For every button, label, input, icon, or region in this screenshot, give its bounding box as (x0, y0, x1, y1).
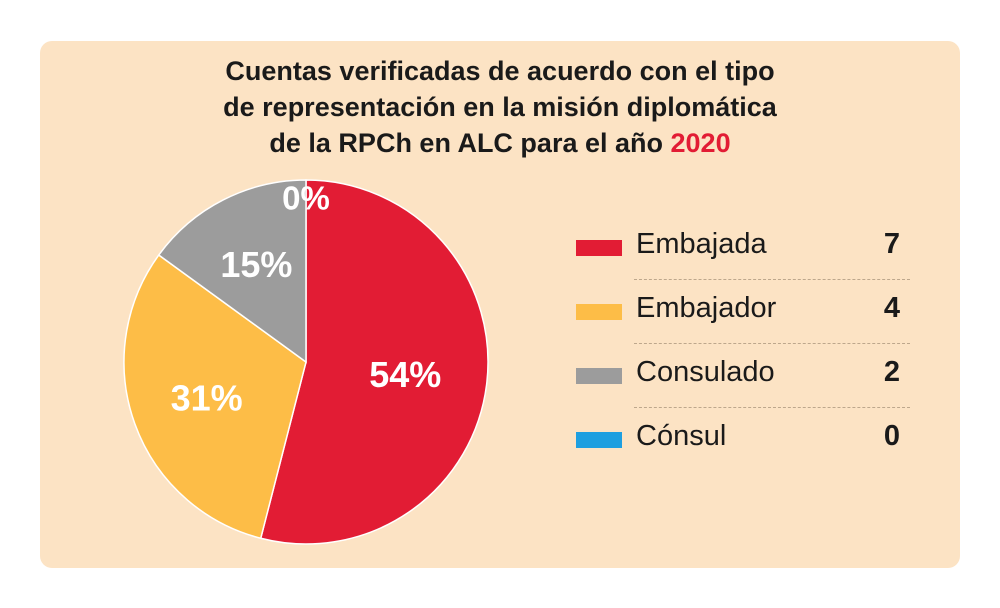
legend-count-embajador: 4 (883, 292, 900, 324)
title-year: 2020 (670, 128, 731, 158)
title-line-3: de la RPCh en ALC para el año 2020 (0, 125, 1000, 161)
legend-divider (634, 343, 910, 344)
chart-title: Cuentas verificadas de acuerdo con el ti… (0, 53, 1000, 161)
legend-label-consulado: Consulado (636, 356, 775, 388)
legend-swatch-consulado (576, 368, 622, 384)
legend-item-consul: Cónsul 0 (576, 414, 910, 478)
slice-label-consulado: 15% (220, 244, 292, 285)
legend: Embajada 7 Embajador 4 Consulado 2 Cónsu… (576, 222, 910, 478)
legend-item-embajador: Embajador 4 (576, 286, 910, 350)
title-line-2: de representación en la misión diplomáti… (223, 92, 777, 122)
legend-count-consul: 0 (883, 420, 900, 452)
legend-swatch-consul (576, 432, 622, 448)
legend-item-embajada: Embajada 7 (576, 222, 910, 286)
pie-slice-embajada (259, 179, 489, 545)
legend-item-consulado: Consulado 2 (576, 350, 910, 414)
legend-label-consul: Cónsul (636, 420, 727, 452)
legend-label-embajada: Embajada (636, 228, 767, 260)
legend-swatch-embajada (576, 240, 622, 256)
legend-divider (634, 279, 910, 280)
slice-label-embajador: 31% (171, 377, 243, 418)
legend-divider (634, 407, 910, 408)
legend-swatch-embajador (576, 304, 622, 320)
slice-label-consul: 0% (282, 180, 330, 217)
legend-count-consulado: 2 (883, 356, 900, 388)
pie-slice-consulado (157, 179, 307, 364)
title-line-3-text: de la RPCh en ALC para el año (269, 128, 663, 158)
slice-label-embajada: 54% (369, 354, 441, 395)
legend-count-embajada: 7 (883, 228, 900, 260)
legend-label-embajador: Embajador (636, 292, 777, 324)
title-line-1: Cuentas verificadas de acuerdo con el ti… (225, 56, 775, 86)
pie-slice-embajador (123, 253, 307, 540)
